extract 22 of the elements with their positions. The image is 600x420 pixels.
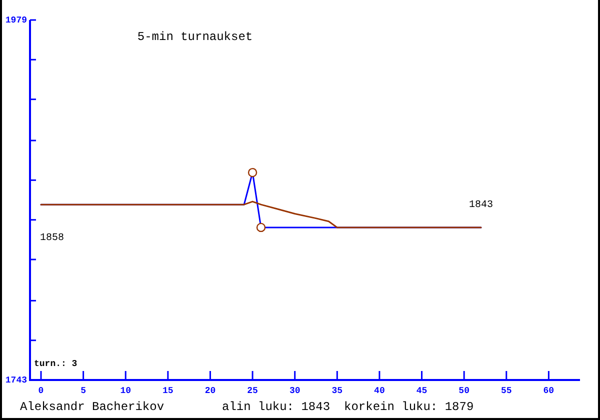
annotation: turn.: 3 (34, 358, 78, 369)
x-tick-label: 25 (247, 386, 258, 396)
annotation: 1858 (40, 233, 64, 244)
text: korkein luku: 1879 (344, 400, 474, 414)
y-tick-label: 1979 (5, 15, 27, 26)
x-tick-label: 15 (162, 386, 174, 396)
x-tick-label: 35 (332, 386, 343, 396)
x-tick-label: 40 (374, 386, 385, 396)
x-tick-label: 60 (543, 386, 554, 396)
x-tick-label: 20 (204, 386, 216, 396)
annotation: 1843 (468, 200, 494, 212)
x-tick-label: 5 (80, 386, 86, 396)
text: alin luku: 1843 (222, 400, 330, 414)
y-tick-label: 1743 (5, 375, 27, 386)
x-tick-label: 30 (289, 386, 300, 396)
text: Aleksandr Bacherikov (20, 400, 164, 414)
x-tick-label: 45 (416, 386, 428, 396)
x-tick-label: 0 (38, 386, 44, 396)
x-tick-label: 55 (500, 386, 512, 396)
x-tick-label: 50 (458, 386, 470, 396)
text: 5-min turnaukset (137, 30, 253, 44)
x-tick-label: 10 (120, 386, 132, 396)
